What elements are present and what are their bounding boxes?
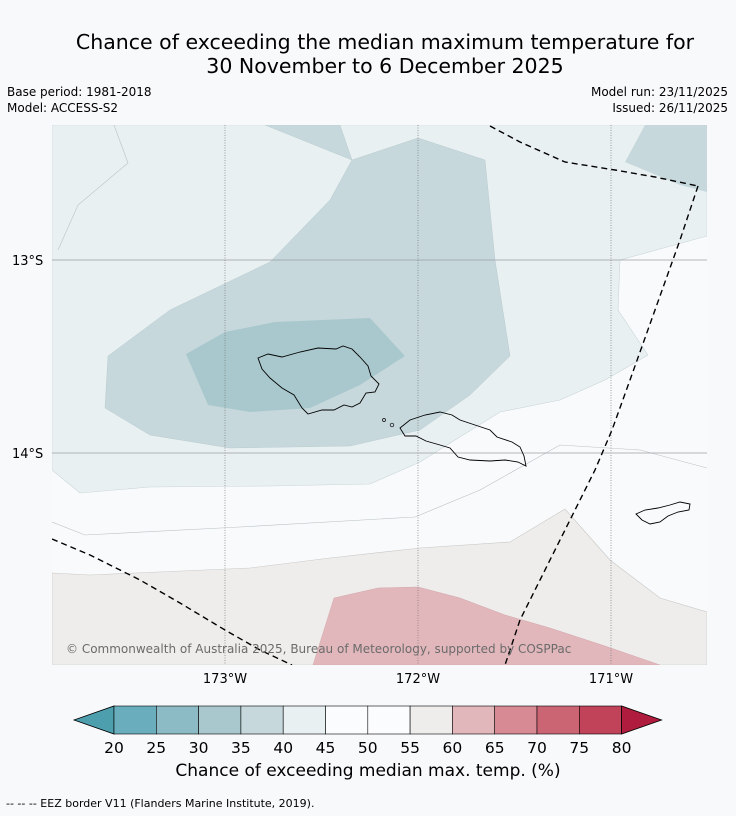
gridlines bbox=[52, 259, 707, 454]
apolima-island bbox=[382, 418, 386, 422]
colorbar-tick-25: 25 bbox=[146, 739, 166, 757]
colorbar-tick-50: 50 bbox=[358, 739, 378, 757]
meridians bbox=[224, 125, 612, 665]
savaii-island bbox=[257, 345, 380, 415]
upolu-island bbox=[399, 411, 527, 467]
lon-label-172w: 172°W bbox=[396, 672, 440, 687]
colorbar-segment-40-45 bbox=[282, 705, 326, 735]
colorbar-segment-35-40 bbox=[240, 705, 284, 735]
map-title: Chance of exceeding the median maximum t… bbox=[40, 30, 730, 78]
lon-label-173w: 173°W bbox=[203, 672, 247, 687]
colorbar-segment-65-70 bbox=[494, 705, 538, 735]
colorbar-title: Chance of exceeding median max. temp. (%… bbox=[175, 761, 561, 781]
eez-border bbox=[52, 125, 699, 665]
colorbar-segment-75-80 bbox=[578, 705, 622, 735]
colorbar-tick-40: 40 bbox=[273, 739, 293, 757]
colorbar-tick-20: 20 bbox=[104, 739, 124, 757]
lat-label-14s: 14°S bbox=[12, 447, 43, 462]
probability-zone-35-40-ne bbox=[625, 125, 707, 192]
colorbar-segment-20-25 bbox=[113, 705, 157, 735]
meta-right: Model run: 23/11/2025 Issued: 26/11/2025 bbox=[591, 84, 728, 116]
title-line-1: Chance of exceeding the median maximum t… bbox=[75, 30, 695, 54]
lon-label-171w: 171°W bbox=[589, 672, 633, 687]
colorbar-extend-high bbox=[621, 705, 663, 735]
colorbar-segment-25-30 bbox=[156, 705, 199, 735]
colorbar-tick-60: 60 bbox=[443, 739, 463, 757]
tutuila-island bbox=[635, 501, 691, 525]
colorbar-tick-75: 75 bbox=[569, 739, 589, 757]
colorbar-segment-45-50 bbox=[325, 705, 369, 735]
probability-zone-30-35 bbox=[186, 318, 405, 412]
forecast-map: 13°S 14°S 173°W 172°W 171°W bbox=[12, 125, 707, 687]
model-name: Model: ACCESS-S2 bbox=[7, 101, 119, 115]
eez-footnote: -- -- -- EEZ border V11 (Flanders Marine… bbox=[6, 797, 315, 810]
contour-lines bbox=[52, 125, 707, 536]
copyright-notice: © Commonwealth of Australia 2025, Bureau… bbox=[66, 642, 572, 656]
colorbar-tick-70: 70 bbox=[527, 739, 547, 757]
manono-island bbox=[389, 422, 395, 428]
issued-date: Issued: 26/11/2025 bbox=[612, 101, 728, 115]
model-run: Model run: 23/11/2025 bbox=[590, 85, 728, 99]
colorbar-tick-35: 35 bbox=[231, 739, 251, 757]
colorbar-tick-55: 55 bbox=[400, 739, 420, 757]
colorbar-tick-80: 80 bbox=[612, 739, 632, 757]
colorbar-segment-50-55 bbox=[367, 705, 411, 735]
colorbar-segment-55-60 bbox=[409, 705, 453, 735]
colorbar-segment-30-35 bbox=[198, 705, 242, 735]
colorbar-extend-low bbox=[72, 705, 115, 735]
colorbar-tick-65: 65 bbox=[485, 739, 505, 757]
colorbar: 20 25 30 35 40 45 50 55 60 65 70 75 80 bbox=[72, 705, 663, 757]
title-line-2: 30 November to 6 December 2025 bbox=[206, 54, 564, 78]
meta-left: Base period: 1981-2018 Model: ACCESS-S2 bbox=[7, 84, 152, 116]
base-period: Base period: 1981-2018 bbox=[7, 85, 152, 99]
probability-zone-60-65 bbox=[312, 586, 661, 665]
colorbar-segment-70-75 bbox=[536, 705, 580, 735]
colorbar-tick-30: 30 bbox=[189, 739, 209, 757]
lat-label-13s: 13°S bbox=[12, 254, 43, 269]
colorbar-segment-60-65 bbox=[452, 705, 495, 735]
colorbar-tick-45: 45 bbox=[316, 739, 336, 757]
